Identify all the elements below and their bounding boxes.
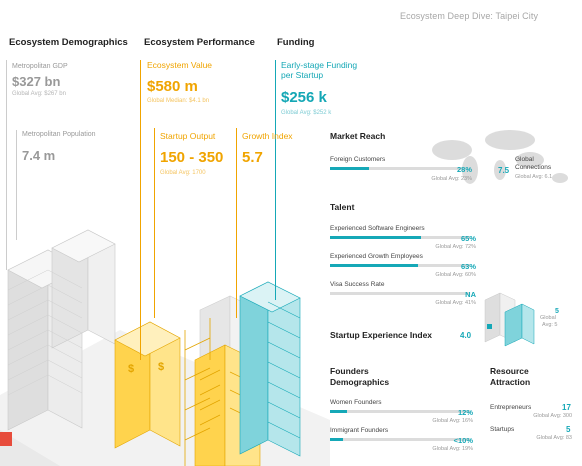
growth-index-value: 5.7 xyxy=(242,149,263,166)
scaffold-orange xyxy=(184,318,211,466)
founders-item-avg: Global Avg: 19% xyxy=(432,446,473,452)
founders-item-value: <10% xyxy=(453,436,473,445)
talent-item-value: 63% xyxy=(460,262,476,271)
startup-experience-title: Startup Experience Index xyxy=(330,330,433,340)
foreign-customers-fill xyxy=(330,167,370,170)
ecosystem-value-median: Global Median: $4.1 bn xyxy=(147,98,210,104)
connector-gdp xyxy=(6,60,7,270)
startup-output-label: Startup Output xyxy=(160,131,216,141)
gray-building-back xyxy=(51,229,116,349)
founders-item-value: 12% xyxy=(457,408,473,417)
foreign-customers-bar xyxy=(330,167,470,170)
population-label: Metropolitan Population xyxy=(22,131,96,138)
foreign-customers-label: Foreign Customers xyxy=(330,156,386,163)
startup-output-avg: Global Avg: 1700 xyxy=(160,170,206,176)
talent-item-label: Experienced Growth Employees xyxy=(330,253,423,260)
orange-building-1: $ $ xyxy=(114,321,181,449)
connector-pop xyxy=(16,130,17,240)
entrepreneurs-avg: Global Avg: 300 xyxy=(533,413,572,419)
talent-item-avg: Global Avg: 72% xyxy=(435,244,476,250)
talent-side-avg: Avg: 5 xyxy=(542,322,558,328)
connector-value xyxy=(140,60,141,360)
founders-title-2: Demographics xyxy=(330,377,390,387)
talent-item-label: Visa Success Rate xyxy=(330,281,385,288)
talent-item-bar xyxy=(330,292,470,295)
world-map xyxy=(432,130,568,184)
entrepreneurs-label: Entrepreneurs xyxy=(490,404,532,411)
svg-text:$: $ xyxy=(128,363,134,375)
startups-label: Startups xyxy=(490,426,515,433)
talent-item-bar xyxy=(330,236,470,239)
growth-index-label: Growth Index xyxy=(242,131,293,141)
funding-label-2: per Startup xyxy=(281,70,324,80)
foreign-customers-value: 28% xyxy=(456,165,472,174)
startups-value: 5 xyxy=(566,425,571,434)
connector-growth xyxy=(236,128,237,318)
entrepreneurs-value: 17 xyxy=(562,403,571,412)
funding-label-1: Early-stage Funding xyxy=(281,60,358,70)
ecosystem-value-label: Ecosystem Value xyxy=(147,60,213,70)
global-connections-avg: Global Avg: 6.1 xyxy=(515,174,553,180)
talent-item-value: 65% xyxy=(460,234,476,243)
resource-title-1: Resource xyxy=(490,366,529,376)
global-connections-label-1: Global xyxy=(515,156,534,163)
page-title: Ecosystem Deep Dive: Taipei City xyxy=(400,11,539,21)
founders-title-1: Founders xyxy=(330,366,369,376)
startup-experience-value: 4.0 xyxy=(460,331,472,340)
talent-item-value: NA xyxy=(465,290,476,299)
gdp-value: $327 bn xyxy=(12,74,61,89)
talent-side-label: Global xyxy=(540,315,556,321)
founders-item-label: Women Founders xyxy=(330,399,382,406)
funding-value: $256 k xyxy=(281,89,327,106)
global-connections-value: 7.5 xyxy=(498,166,510,175)
teal-building xyxy=(239,281,301,457)
founders-item-label: Immigrant Founders xyxy=(330,427,389,434)
resource-title-2: Attraction xyxy=(490,377,531,387)
gdp-avg: Global Avg: $267 bn xyxy=(12,91,66,97)
heading-funding: Funding xyxy=(277,37,315,48)
startups-avg: Global Avg: 83 xyxy=(536,435,572,441)
founders-item-bar xyxy=(330,410,470,413)
talent-item-label: Experienced Software Engineers xyxy=(330,225,425,232)
talent-item-fill xyxy=(330,236,421,239)
funding-avg: Global Avg: $252 k xyxy=(281,110,332,116)
talent-item-avg: Global Avg: 41% xyxy=(435,300,476,306)
talent-title: Talent xyxy=(330,202,355,212)
heading-demographics: Ecosystem Demographics xyxy=(9,37,128,48)
heading-performance: Ecosystem Performance xyxy=(144,37,255,48)
connector-funding xyxy=(275,60,276,300)
talent-side-value: 5 xyxy=(555,308,559,315)
gdp-label: Metropolitan GDP xyxy=(12,63,68,70)
founders-item-fill xyxy=(330,410,347,413)
talent-item-avg: Global Avg: 60% xyxy=(435,272,476,278)
talent-item-fill xyxy=(330,264,419,267)
foreign-customers-avg: Global Avg: 23% xyxy=(431,176,472,182)
founders-item-bar xyxy=(330,438,470,441)
talent-item-bar xyxy=(330,264,470,267)
market-reach-title: Market Reach xyxy=(330,131,386,141)
small-building-icon xyxy=(484,292,535,347)
svg-text:$: $ xyxy=(158,361,164,373)
global-connections-label-2: Connections xyxy=(515,164,552,171)
founders-item-avg: Global Avg: 16% xyxy=(432,418,473,424)
connector-output xyxy=(154,128,155,318)
founders-item-fill xyxy=(330,438,343,441)
ecosystem-value: $580 m xyxy=(147,78,198,95)
startup-output-value: 150 - 350 xyxy=(160,149,224,166)
population-value: 7.4 m xyxy=(22,148,56,163)
